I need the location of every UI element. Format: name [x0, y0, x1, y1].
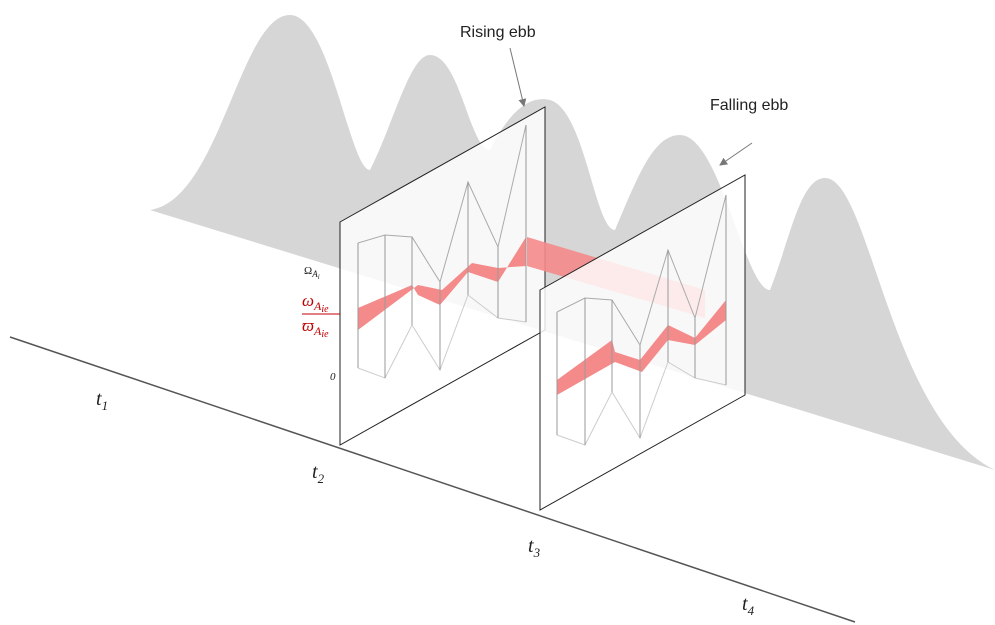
label: ΩAi: [304, 265, 320, 281]
text-part: ϖ: [302, 316, 314, 335]
label: 0: [330, 371, 336, 383]
label: ωAie: [302, 291, 329, 315]
arrow: [510, 48, 524, 106]
text-part: 3: [533, 545, 541, 560]
annotation: Rising ebb: [460, 24, 536, 41]
text-part: ie: [321, 304, 329, 315]
text-part: ie: [321, 329, 329, 340]
time-label: t2: [312, 461, 325, 486]
time-label: t1: [96, 388, 108, 413]
text-part: i: [318, 273, 320, 281]
label: ϖAie: [302, 316, 329, 340]
diagram: Rising ebb Falling ebb ΩAi ωAie ϖAie 0 t…: [0, 0, 995, 625]
text-part: 2: [318, 471, 325, 486]
text-part: 4: [748, 603, 755, 618]
time-label: t4: [742, 593, 755, 618]
text-part: ω: [302, 291, 314, 310]
annotation: Falling ebb: [710, 97, 788, 114]
arrow: [720, 143, 752, 165]
text-part: 1: [102, 398, 109, 413]
time-label: t3: [528, 535, 541, 560]
text-part: Ω: [304, 265, 312, 277]
